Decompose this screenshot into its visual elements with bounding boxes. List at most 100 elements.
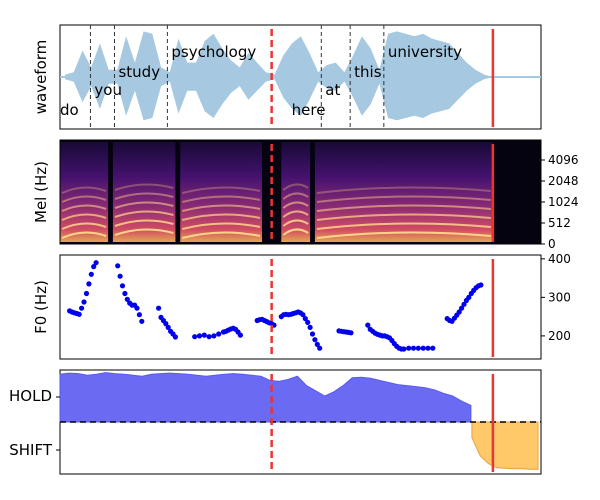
f0-point [201,332,207,338]
f0-tick-label: 200 [548,329,571,343]
shift-label: SHIFT [9,441,53,459]
mel-harmonic [182,213,261,221]
mel-harmonic [282,219,309,227]
mel-harmonic [282,183,309,191]
hold-area [59,372,472,423]
mel-harmonic [61,195,107,203]
mel-markers [270,144,495,242]
waveform-envelope [65,31,493,121]
f0-point [348,330,354,336]
f0-point [124,296,130,302]
f0-point [461,301,467,307]
f0-point [81,299,87,305]
mel-harmonic [61,186,107,194]
f0-series [67,260,484,352]
mel-harmonic [182,195,261,203]
f0-markers [270,259,495,357]
f0-point [86,281,92,287]
mel-harmonic [61,222,107,230]
f0-point [307,324,313,330]
mel-harmonic [282,192,309,200]
mel-harmonic [316,195,491,203]
mel-tick-label: 2048 [548,174,579,188]
f0-point [425,345,431,351]
mel-harmonic [61,231,107,239]
f0-point [420,345,426,351]
f0-point [466,294,472,300]
mel-frame [59,139,542,245]
mel-harmonic [282,201,309,209]
f0-point [134,305,140,311]
f0-point [312,337,318,343]
mel-tick-label: 0 [548,237,556,251]
f0-point [136,312,142,318]
f0-y-ticks: 200 300 400 [541,252,571,343]
f0-point [163,321,169,327]
mel-y-ticks: 0 512 1024 2048 4096 [541,153,579,251]
f0-point [456,309,462,315]
mel-harmonic [282,228,309,236]
f0-point [415,345,421,351]
f0-point [309,331,316,337]
mel-harmonic [61,213,107,221]
mel-harmonic [114,192,174,200]
mel-harmonic [114,201,174,209]
mel-segment-1 [112,142,176,242]
mel-harmonic [182,186,261,194]
f0-point [300,312,306,318]
waveform-y-label: waveform [32,40,50,115]
f0-y-label: F0 (Hz) [32,280,50,334]
mel-tick-label: 4096 [548,153,579,167]
f0-tick-label: 300 [548,290,571,304]
mel-harmonic [182,204,261,212]
f0-point [302,316,308,322]
f0-point [172,334,178,340]
f0-point [139,318,145,324]
mel-tick-label: 1024 [548,195,579,209]
f0-point [192,334,198,340]
hold-label: HOLD [9,387,52,405]
f0-point [206,334,212,340]
f0-point [211,333,217,339]
mel-y-label: Mel (Hz) [32,161,50,223]
word-at: at [325,81,340,99]
f0-point [216,331,222,337]
word-psychology: psychology [171,43,256,61]
f0-point [430,345,436,351]
mel-harmonic [114,210,174,218]
f0-point [406,345,412,351]
mel-harmonic [182,222,261,230]
mel-harmonic [114,183,174,191]
f0-point [305,319,311,325]
turn-probability-areas [56,372,541,470]
f0-point [401,346,407,352]
mel-harmonic [282,210,309,218]
f0-point [117,273,123,279]
f0-point [196,333,203,339]
f0-point [119,283,126,289]
f0-point [314,341,320,347]
f0-point [165,324,171,330]
turn-markers [270,374,495,472]
word-here: here [292,101,326,119]
f0-point [410,345,417,351]
mel-harmonic [316,222,491,230]
turn-prediction-panel: HOLD SHIFT [9,369,542,475]
mel-harmonic [182,231,261,239]
f0-point [122,290,128,297]
word-do: do [60,101,79,119]
word-this: this [354,63,382,81]
f0-point [156,305,162,311]
f0-point [91,264,97,270]
f0-point [459,305,465,311]
f0-point [365,322,371,328]
f0-point [478,282,484,288]
word-study: study [118,63,160,81]
mel-harmonic [316,186,491,194]
mel-segment-3 [281,142,311,242]
f0-point [317,345,323,351]
f0-point [93,260,99,266]
mel-harmonic [114,228,174,236]
shift-area [471,421,539,470]
